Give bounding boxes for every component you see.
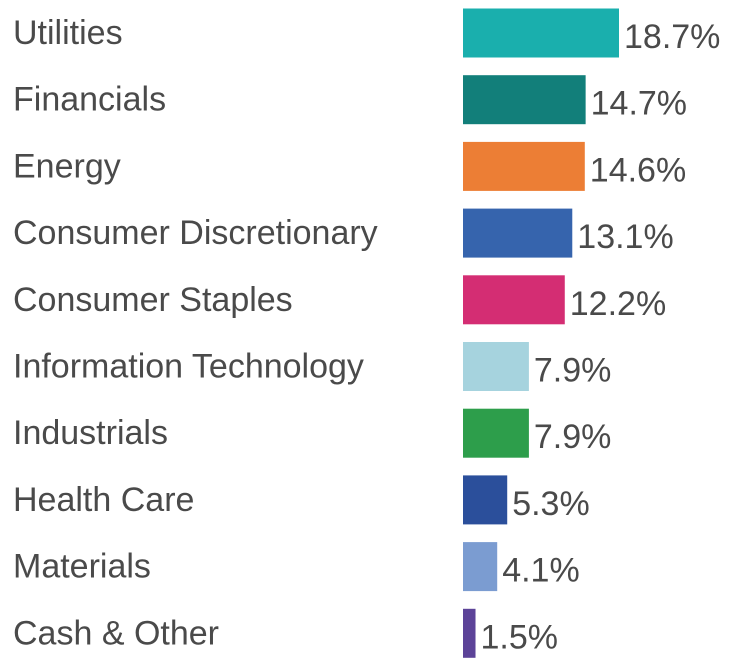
category-label: Information Technology	[13, 348, 364, 386]
category-label: Materials	[13, 548, 151, 586]
bar	[463, 8, 619, 58]
bar	[463, 542, 498, 592]
bar-row: Cash & Other 1.5%	[13, 608, 559, 658]
value-label: 12.2%	[570, 285, 666, 323]
category-label: Financials	[13, 81, 166, 119]
category-label: Consumer Discretionary	[13, 214, 378, 252]
value-label: 7.9%	[534, 352, 612, 390]
bar-row: Utilities 18.7%	[13, 8, 720, 58]
value-label: 7.9%	[534, 418, 612, 456]
bar	[463, 141, 585, 191]
value-label: 14.6%	[590, 151, 686, 189]
bar	[463, 342, 529, 391]
category-label: Health Care	[13, 481, 194, 519]
chart-rows: Utilities 18.7% Financials 14.7% Energy 14.6%…	[13, 8, 720, 658]
bar	[463, 408, 529, 458]
bar	[463, 608, 476, 658]
category-label: Consumer Staples	[13, 281, 293, 319]
value-label: 18.7%	[624, 18, 720, 56]
bar-row: Energy 14.6%	[13, 141, 686, 191]
category-label: Utilities	[13, 14, 123, 52]
category-label: Cash & Other	[13, 614, 219, 652]
category-label: Energy	[13, 147, 121, 185]
bar	[463, 275, 565, 325]
bar-row: Health Care 5.3%	[13, 475, 590, 525]
bar-row: Consumer Discretionary 13.1%	[13, 208, 674, 258]
bar-row: Materials 4.1%	[13, 542, 580, 592]
bar-row: Information Technology 7.9%	[13, 342, 611, 391]
bar-row: Industrials 7.9%	[13, 408, 612, 458]
bar-row: Financials 14.7%	[13, 75, 687, 125]
value-label: 4.1%	[502, 552, 580, 590]
category-label: Industrials	[13, 414, 168, 452]
value-label: 5.3%	[512, 485, 590, 523]
bar	[463, 475, 508, 525]
bar-row: Consumer Staples 12.2%	[13, 275, 666, 325]
bar	[463, 208, 573, 258]
value-label: 14.7%	[591, 85, 687, 123]
value-label: 1.5%	[481, 618, 559, 656]
value-label: 13.1%	[577, 218, 673, 256]
bar	[463, 75, 586, 125]
